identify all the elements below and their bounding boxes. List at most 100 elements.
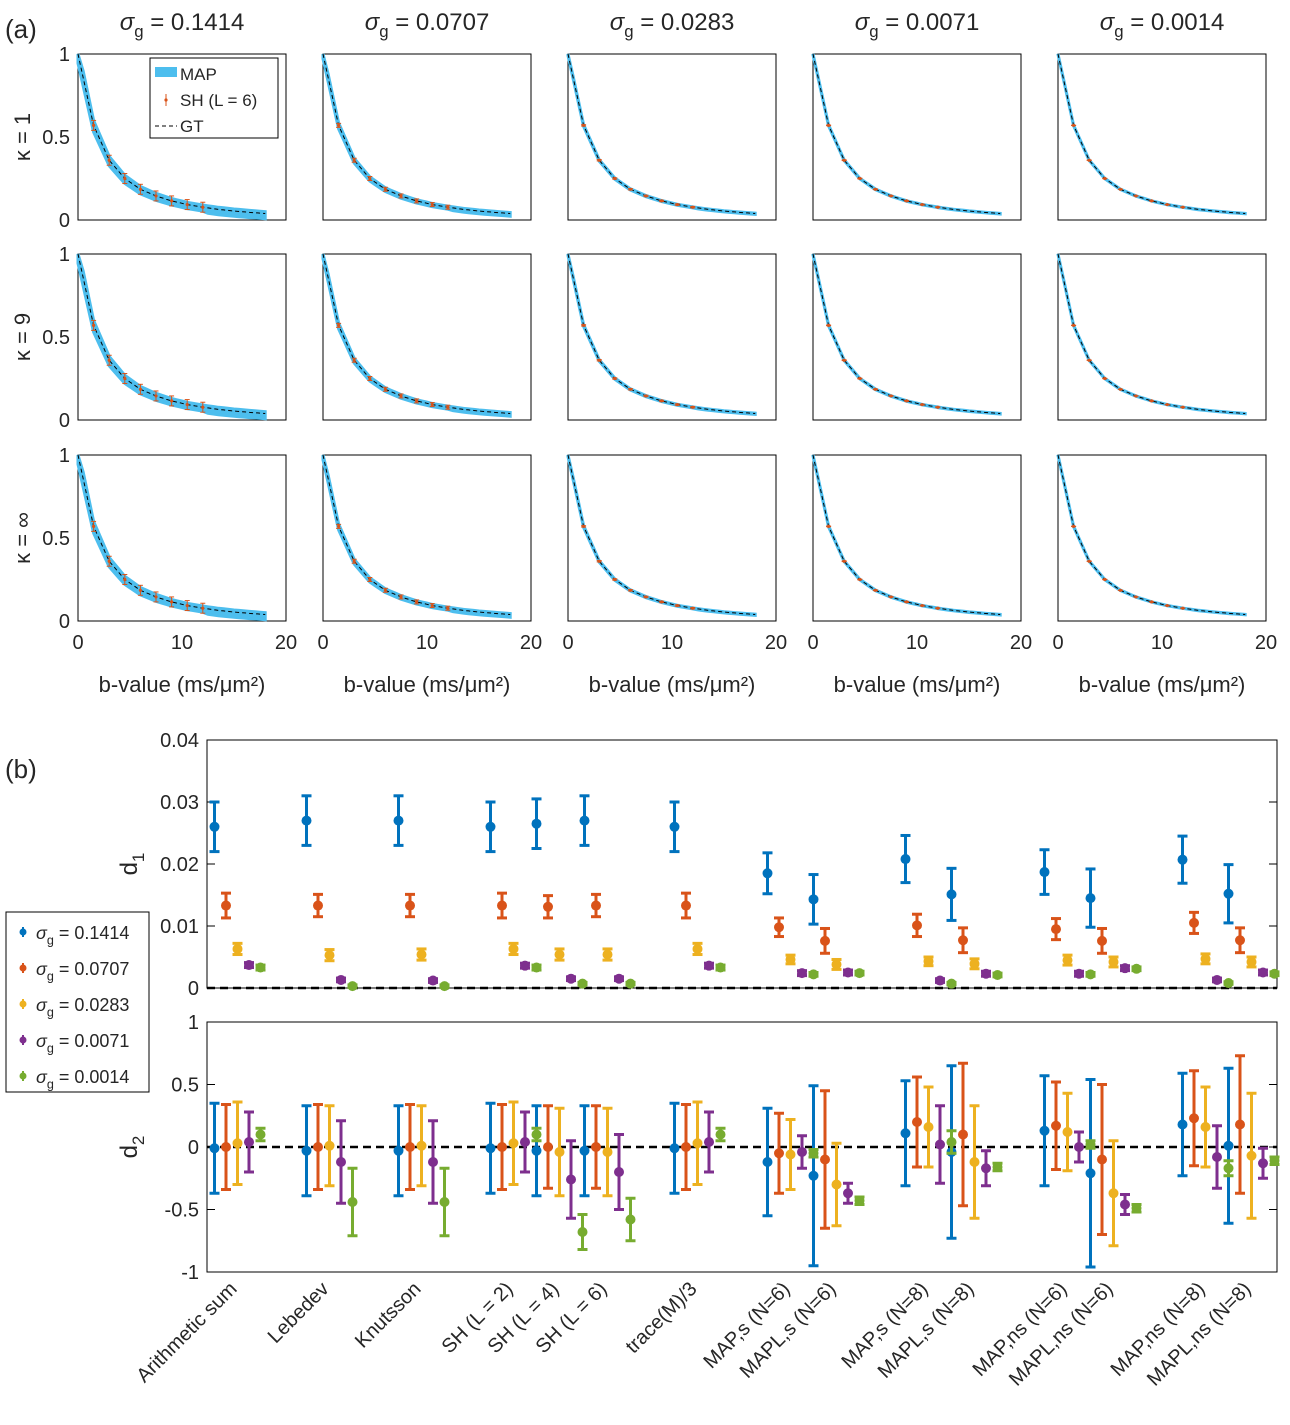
sh-point (1118, 387, 1122, 391)
data-point (669, 1143, 680, 1154)
y-tick-label: 1 (59, 44, 70, 66)
data-point (774, 1148, 784, 1159)
y-tick-label: 0.01 (160, 916, 199, 938)
data-point (416, 1140, 427, 1151)
data-point (843, 967, 853, 978)
x-axis-label: b-value (ms/μm²) (99, 672, 266, 697)
data-point (393, 815, 404, 826)
column-title: σg = 0.0283 (610, 9, 735, 41)
data-point (531, 1145, 542, 1156)
data-point (1074, 968, 1084, 979)
data-point (232, 1138, 243, 1149)
data-point (1223, 1140, 1234, 1151)
data-point (1051, 924, 1061, 935)
sh-point (675, 402, 679, 407)
x-tick-label: 20 (1010, 632, 1032, 654)
data-point (579, 815, 590, 826)
data-point (554, 949, 565, 960)
sh-point (154, 194, 158, 198)
data-point (301, 815, 312, 826)
sh-point (1103, 577, 1107, 582)
data-point (981, 968, 991, 979)
data-point (935, 1139, 945, 1150)
sh-point (1134, 194, 1138, 198)
data-point (1235, 935, 1245, 946)
subplot-axes (322, 454, 532, 622)
sh-point (842, 358, 846, 362)
data-point (797, 1147, 807, 1157)
data-point (820, 1154, 830, 1165)
data-point (566, 973, 576, 984)
sh-point (430, 402, 434, 407)
data-point (614, 973, 624, 984)
y-tick-label: 0 (188, 978, 199, 1000)
legend-label: σg = 0.0071 (36, 1031, 129, 1055)
sh-point (1118, 187, 1122, 191)
sh-point (138, 387, 142, 391)
data-point (221, 900, 231, 911)
sh-point (660, 199, 664, 203)
sh-point (905, 600, 909, 604)
category-label-knutsson: Knutsson (351, 1278, 426, 1353)
sh-point (352, 358, 356, 362)
sh-point (660, 600, 664, 604)
data-point (244, 1137, 254, 1147)
data-point (854, 968, 865, 979)
data-point (831, 1179, 842, 1190)
data-point (1085, 1168, 1096, 1179)
data-point (1189, 917, 1199, 928)
panel-b-plots: 0 0.01 0.02 0.03 0.04 d1 -1 -0.5 0 0.5 1 d2 Arithmet… (5, 730, 1280, 1391)
sh-point (446, 606, 450, 610)
subplot-axes (812, 253, 1022, 421)
sh-point (936, 205, 940, 209)
sh-point (352, 158, 356, 162)
y-tick-label: 0 (59, 410, 70, 432)
data-point (1200, 953, 1211, 964)
y-tick-label: 0.5 (42, 528, 70, 550)
sh-point (415, 199, 419, 203)
panel-b-label: (b) (5, 754, 37, 784)
sh-point (1181, 205, 1185, 209)
sh-point (399, 194, 403, 198)
sh-point (1072, 323, 1076, 327)
sh-point (628, 588, 633, 592)
data-point (981, 1163, 991, 1174)
data-point (520, 1137, 530, 1147)
sh-point (138, 187, 142, 191)
sh-point (858, 376, 862, 381)
sh-point (827, 323, 831, 327)
data-point (762, 1157, 773, 1167)
data-point (785, 954, 796, 965)
data-point (692, 1138, 703, 1149)
legend-swatch-point (19, 964, 27, 972)
data-point (336, 974, 346, 985)
data-point (1189, 1113, 1199, 1124)
data-point (554, 1147, 565, 1157)
sh-point (936, 606, 940, 610)
legend-label: σg = 0.1414 (36, 923, 129, 947)
sh-point (170, 600, 174, 604)
sh-point (691, 405, 695, 409)
data-point (669, 821, 680, 832)
sh-point (597, 559, 601, 563)
sh-point (201, 405, 205, 409)
sh-point (936, 405, 940, 409)
data-point (958, 935, 968, 946)
data-point (912, 1117, 922, 1127)
panel-a-label: (a) (5, 14, 37, 44)
data-point (439, 1197, 450, 1207)
data-point (485, 821, 496, 832)
data-point (602, 949, 613, 960)
map-band (321, 253, 512, 418)
data-point (1097, 935, 1107, 946)
data-point (900, 854, 911, 865)
sh-point (889, 595, 893, 599)
sh-point (1072, 123, 1076, 127)
data-point (1085, 969, 1096, 980)
sh-point (92, 323, 96, 327)
legend-box (5, 911, 150, 1093)
data-point (1223, 888, 1234, 899)
sh-point (1165, 402, 1169, 407)
subplot-axes (1057, 253, 1267, 421)
data-point (935, 975, 945, 986)
